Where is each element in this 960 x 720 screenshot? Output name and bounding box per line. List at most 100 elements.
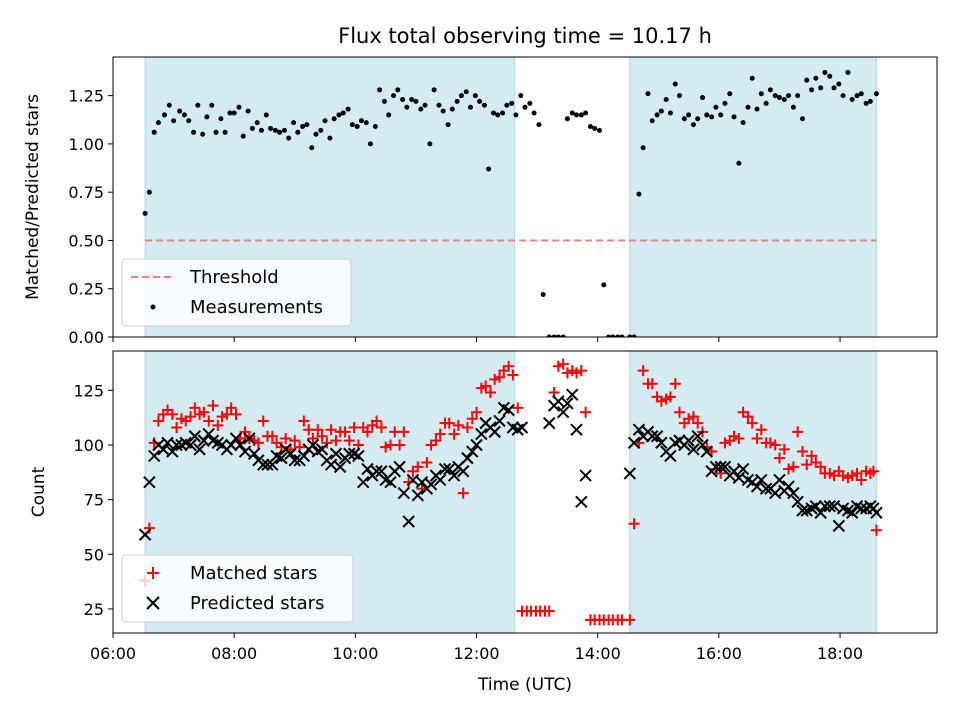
predicted-star-marker: [687, 443, 700, 456]
measurement-point: [610, 334, 616, 337]
matched-star-marker: [575, 365, 587, 377]
measurement-point: [254, 120, 260, 126]
measurement-point: [645, 91, 651, 97]
measurement-point: [786, 93, 792, 99]
measurement-point: [318, 127, 324, 133]
matched-star-marker: [266, 430, 278, 442]
legend-matched-label: Matched stars: [190, 563, 317, 584]
count-y-tick-label: 100: [73, 436, 104, 455]
matched-star-marker: [203, 415, 215, 427]
matched-star-marker: [343, 435, 355, 447]
measurement-point: [531, 110, 537, 116]
matched-star-marker: [801, 459, 813, 471]
measurement-point: [686, 112, 692, 118]
measurement-point: [151, 129, 157, 135]
predicted-star-marker: [384, 475, 397, 489]
measurement-point: [186, 118, 192, 124]
measurement-point: [722, 100, 728, 106]
measurement-point: [745, 104, 751, 110]
matched-star-marker: [398, 426, 410, 438]
measurement-point: [440, 108, 446, 114]
predicted-star-marker: [411, 489, 424, 502]
matched-star-marker: [815, 461, 827, 473]
matched-star-marker: [796, 446, 808, 458]
measurement-point: [400, 96, 406, 102]
measurement-point: [291, 120, 297, 126]
legend-predicted-swatch: [146, 596, 160, 610]
measurement-point: [162, 112, 167, 118]
ratio-y-tick-label: 1.00: [68, 135, 104, 154]
matched-star-marker: [321, 437, 333, 449]
predicted-star-marker: [787, 486, 800, 500]
measurement-point: [413, 98, 419, 104]
measurement-point: [758, 91, 764, 97]
matched-star-marker: [452, 419, 464, 431]
predicted-star-marker: [257, 458, 270, 471]
measurement-point: [327, 135, 333, 141]
measurement-point: [795, 93, 801, 99]
predicted-star-marker: [329, 447, 343, 460]
predicted-star-marker: [166, 445, 179, 458]
predicted-star-marker: [696, 438, 709, 452]
measurement-point: [690, 122, 696, 128]
predicted-star-marker: [397, 486, 411, 500]
predicted-star-marker: [570, 423, 583, 436]
measurement-point: [391, 93, 397, 99]
matched-star-marker: [733, 432, 745, 444]
measurement-point: [658, 108, 664, 114]
measurement-point: [522, 104, 528, 110]
matched-star-marker: [664, 391, 676, 403]
measurement-point: [640, 145, 646, 151]
predicted-star-marker: [157, 443, 170, 456]
predicted-star-marker: [138, 528, 152, 541]
predicted-star-marker: [845, 506, 859, 519]
ratio-shaded-interval-1: [629, 57, 877, 337]
measurement-point: [700, 95, 706, 101]
ratio-frame: [112, 56, 938, 338]
matched-star-marker: [851, 467, 863, 479]
matched-star-marker: [148, 437, 160, 449]
measurement-point: [718, 112, 724, 118]
x-tick-label: 12:00: [453, 644, 499, 663]
measurement-point: [218, 116, 224, 122]
predicted-star-marker: [732, 471, 746, 484]
matched-star-marker: [198, 406, 210, 418]
matched-star-marker: [471, 406, 483, 418]
measurement-point: [754, 106, 760, 112]
matched-star-marker: [457, 487, 469, 499]
predicted-star-marker: [855, 502, 868, 515]
predicted-star-marker: [297, 449, 311, 463]
measurement-point: [363, 120, 369, 126]
predicted-star-marker: [229, 432, 243, 445]
measurement-point: [540, 292, 546, 298]
measurement-point: [555, 334, 561, 337]
matched-star-marker: [480, 380, 492, 392]
matched-star-marker: [466, 413, 478, 425]
matched-star-marker: [152, 415, 164, 427]
measurement-point: [606, 334, 612, 337]
measurement-point: [601, 282, 607, 288]
measurement-point: [463, 89, 469, 95]
predicted-star-marker: [488, 425, 501, 439]
matched-star-marker: [280, 432, 292, 444]
predicted-star-marker: [646, 430, 659, 443]
predicted-star-marker: [493, 414, 506, 428]
matched-star-marker: [207, 400, 219, 412]
measurement-point: [636, 191, 642, 197]
measurement-point: [677, 93, 682, 99]
predicted-star-marker: [234, 438, 247, 452]
predicted-star-marker: [552, 395, 565, 408]
measurement-point: [486, 166, 492, 172]
measurement-point: [331, 116, 337, 122]
measurement-point: [445, 122, 451, 128]
measurement-point: [191, 129, 197, 135]
measurement-point: [142, 210, 148, 216]
measurement-point: [731, 114, 737, 120]
predicted-star-marker: [556, 406, 570, 419]
matched-star-marker: [185, 411, 197, 423]
measurement-point: [200, 131, 206, 137]
predicted-star-marker: [773, 473, 786, 487]
predicted-star-marker: [170, 438, 183, 452]
matched-star-marker: [189, 402, 201, 414]
predicted-star-marker: [461, 451, 474, 465]
